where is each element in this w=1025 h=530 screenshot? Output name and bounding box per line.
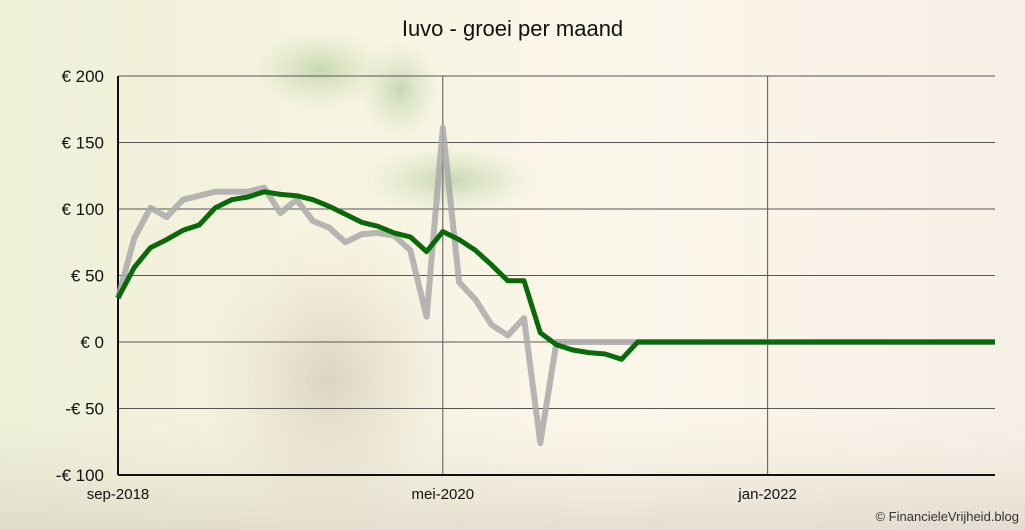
- y-tick-label: -€ 100: [56, 466, 104, 485]
- y-tick-label: € 50: [71, 267, 104, 286]
- x-tick-label: jan-2022: [737, 486, 796, 503]
- x-tick-label: sep-2018: [87, 486, 150, 503]
- y-tick-label: € 200: [61, 67, 104, 86]
- series-line-1: [115, 189, 995, 362]
- x-tick-label: mei-2020: [412, 486, 475, 503]
- y-tick-label: € 150: [61, 134, 104, 153]
- copyright-text: © FinancieleVrijheid.blog: [875, 509, 1019, 524]
- chart-title: Iuvo - groei per maand: [401, 16, 624, 41]
- y-tick-label: € 100: [61, 200, 104, 219]
- y-tick-label: € 0: [80, 333, 104, 352]
- y-tick-label: -€ 50: [65, 400, 104, 419]
- series-line-0: [115, 124, 995, 447]
